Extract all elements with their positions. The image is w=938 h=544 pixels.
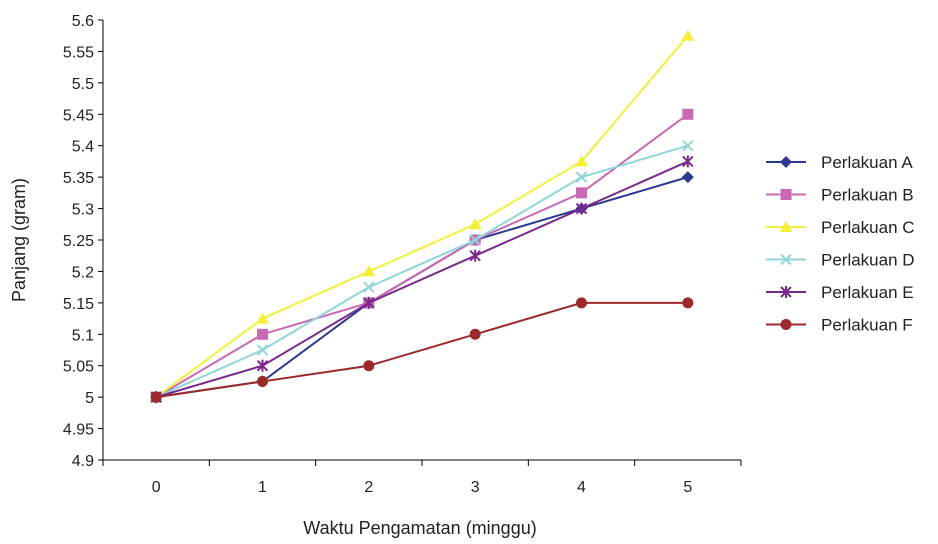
legend-label: Perlakuan C	[821, 218, 915, 237]
data-point	[150, 391, 162, 403]
data-point	[682, 155, 694, 168]
y-tick-label: 5.3	[72, 202, 94, 219]
marker-stroke	[682, 140, 694, 152]
axes: 4.9 4.95 5 5.05 5.1 5.15 5.2 5.25 5.3 5.35 5.4 5.45…	[63, 13, 742, 496]
series-line	[156, 301, 688, 399]
legend-marker	[780, 189, 792, 200]
data-point	[257, 375, 268, 387]
legend-marker	[780, 319, 792, 330]
data-point	[468, 218, 482, 230]
x-axis-title: Waktu Pengamatan (minggu)	[303, 518, 536, 538]
legend-label: Perlakuan E	[821, 283, 914, 302]
y-tick-label: 4.95	[63, 422, 94, 439]
legend-marker	[780, 286, 792, 298]
legend-marker	[779, 221, 793, 232]
data-point	[469, 249, 481, 262]
marker-stroke	[256, 344, 269, 356]
legend-label: Perlakuan B	[821, 186, 914, 205]
data-point	[256, 312, 269, 324]
series-line	[155, 35, 689, 398]
data-point	[256, 344, 269, 356]
legend-item: Perlakuan C	[766, 218, 915, 237]
data-point	[256, 359, 269, 372]
x-tick-label: 0	[152, 479, 161, 496]
legend-item: Perlakuan E	[766, 283, 914, 302]
series-layer	[149, 29, 695, 404]
marker-stroke	[575, 171, 588, 183]
series-5	[150, 155, 694, 404]
y-axis-title: Panjang (gram)	[9, 178, 29, 302]
legend-marker	[780, 156, 792, 168]
data-point	[469, 234, 481, 246]
y-tick-label: 5.35	[63, 170, 94, 187]
data-point	[682, 140, 694, 152]
x-tick-label: 1	[258, 479, 267, 496]
series-line	[155, 160, 689, 399]
legend-marker	[780, 253, 792, 266]
marker-stroke	[780, 253, 792, 266]
legend: Perlakuan A Perlakuan B Perlakuan C Perlaku…	[766, 153, 915, 335]
series-6	[150, 297, 694, 403]
y-tick-label: 5.2	[72, 264, 94, 281]
series-line	[155, 144, 689, 399]
data-point	[363, 296, 375, 309]
x-tick-label: 5	[683, 479, 692, 496]
y-tick-label: 5.1	[72, 327, 94, 344]
data-point	[363, 281, 375, 293]
x-tick-label: 4	[577, 479, 586, 496]
data-point	[575, 155, 588, 167]
data-point	[469, 328, 481, 340]
y-tick-label: 5.25	[63, 233, 94, 250]
data-point	[576, 297, 587, 309]
data-point	[681, 29, 695, 41]
series-2	[150, 108, 694, 403]
data-point	[682, 108, 694, 120]
y-tick-label: 5.45	[63, 107, 94, 124]
data-point	[681, 171, 694, 184]
series-3	[149, 29, 695, 403]
marker-stroke	[469, 234, 481, 246]
legend-item: Perlakuan F	[766, 316, 913, 335]
y-tick-label: 5	[85, 390, 94, 407]
data-point	[682, 297, 694, 309]
y-tick-label: 5.05	[63, 359, 94, 376]
x-tick-label: 3	[471, 479, 480, 496]
data-point	[257, 328, 268, 340]
series-line	[155, 113, 689, 399]
x-tick-label: 2	[364, 479, 373, 496]
data-point	[362, 265, 376, 277]
y-tick-label: 4.9	[72, 453, 94, 470]
y-tick-label: 5.6	[72, 13, 94, 30]
series-line	[156, 176, 689, 399]
legend-item: Perlakuan A	[766, 153, 913, 172]
data-point	[576, 187, 587, 199]
y-tick-label: 5.55	[63, 44, 94, 61]
legend-label: Perlakuan F	[821, 316, 913, 335]
marker-stroke	[363, 281, 375, 293]
legend-item: Perlakuan D	[766, 251, 915, 270]
legend-item: Perlakuan B	[766, 186, 914, 205]
y-tick-label: 5.4	[72, 139, 94, 156]
series-1	[150, 171, 694, 404]
data-point	[575, 171, 588, 183]
y-tick-label: 5.5	[72, 76, 94, 93]
legend-label: Perlakuan D	[821, 251, 915, 270]
legend-label: Perlakuan A	[821, 153, 913, 172]
data-point	[363, 360, 375, 372]
data-point	[575, 202, 588, 215]
y-tick-label: 5.15	[63, 296, 94, 313]
